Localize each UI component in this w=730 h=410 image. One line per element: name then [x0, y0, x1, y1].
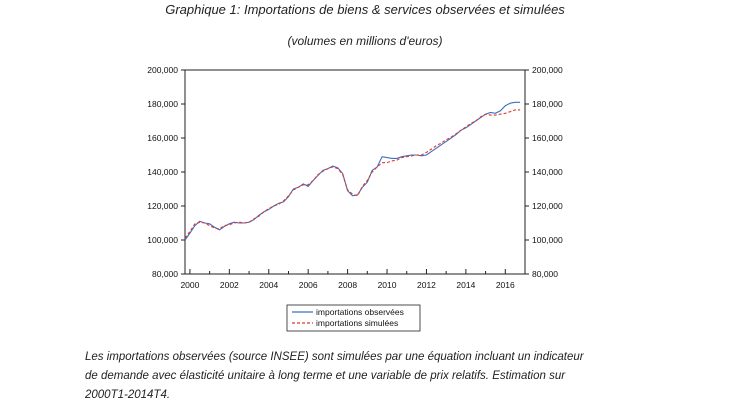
y-tick-label-left: 140,000 [147, 167, 178, 177]
legend-label-simulated: importations simulées [316, 318, 398, 328]
y-tick-label-right: 140,000 [532, 167, 563, 177]
y-axis-right: 80,000 100,000 120,000 140,000 160,000 180,00… [525, 65, 563, 279]
x-tick-label: 2006 [299, 280, 318, 290]
x-tick-label: 2010 [378, 280, 397, 290]
legend: importations observées importations simu… [286, 304, 421, 332]
y-tick-label-right: 200,000 [532, 65, 563, 75]
y-tick-label-left: 120,000 [147, 201, 178, 211]
y-tick-label-right: 80,000 [532, 269, 558, 279]
series-line-observed [184, 101, 521, 241]
y-tick-label-right: 180,000 [532, 99, 563, 109]
x-tick-label: 2002 [220, 280, 239, 290]
y-tick-label-left: 180,000 [147, 99, 178, 109]
plot-frame [184, 69, 526, 275]
x-tick-label: 2016 [496, 280, 515, 290]
note-line-2: de demande avec élasticité unitaire à lo… [85, 370, 566, 382]
y-tick-label-left: 80,000 [152, 269, 178, 279]
note-line-1: Les importations observées (source INSEE… [85, 351, 584, 363]
note-line-3: 2000T1-2014T4. [85, 389, 171, 401]
line-chart: 80,000 100,000 120,000 140,000 160,000 180,00… [147, 65, 563, 332]
y-tick-label-right: 100,000 [532, 235, 563, 245]
x-tick-label: 2004 [259, 280, 278, 290]
y-tick-label-left: 160,000 [147, 133, 178, 143]
y-axis-left: 80,000 100,000 120,000 140,000 160,000 180,00… [147, 65, 185, 279]
y-tick-label-right: 120,000 [532, 201, 563, 211]
series-group [184, 101, 521, 241]
x-tick-label: 2014 [456, 280, 475, 290]
series-line-simulated [184, 109, 521, 239]
chart-subtitle: (volumes en millions d'euros) [287, 34, 443, 48]
x-axis: 2000 2002 2004 2006 2008 2010 2012 2014 2016 [180, 269, 515, 290]
y-tick-label-left: 100,000 [147, 235, 178, 245]
legend-label-observed: importations observées [316, 307, 404, 317]
chart-title: Graphique 1: Importations de biens & ser… [165, 2, 565, 17]
legend-box [286, 304, 421, 332]
y-tick-label-right: 160,000 [532, 133, 563, 143]
x-tick-label: 2012 [417, 280, 436, 290]
y-tick-label-left: 200,000 [147, 65, 178, 75]
x-tick-label: 2008 [338, 280, 357, 290]
x-tick-label: 2000 [180, 280, 199, 290]
chart-note: Les importations observées (source INSEE… [85, 348, 705, 405]
